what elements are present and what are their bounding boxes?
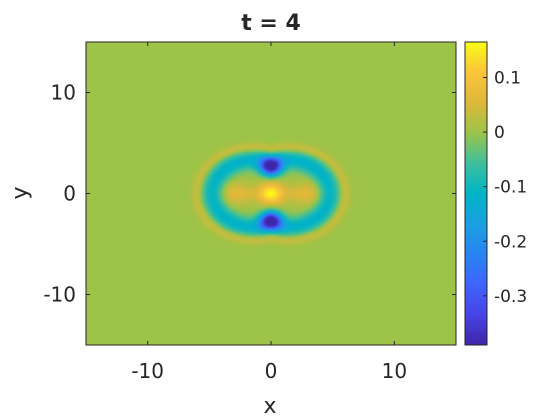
chart-title: t = 4	[241, 11, 301, 36]
colorbar-tick-label: 0.1	[494, 68, 521, 88]
colorbar-tick-label: -0.1	[494, 178, 527, 198]
x-axis: -10 0 10	[131, 42, 407, 383]
y-axis-label: y	[8, 186, 33, 199]
colorbar-tick-label: -0.3	[494, 287, 527, 307]
colorbar-tick-label: 0	[494, 123, 505, 143]
y-tick-label: 0	[63, 182, 76, 206]
colorbar	[464, 41, 488, 346]
y-tick-label: -10	[43, 283, 76, 307]
x-tick-label: -10	[131, 359, 164, 383]
y-axis: 10 0 -10	[43, 81, 456, 307]
plot-area	[86, 42, 456, 345]
y-tick-label: 10	[51, 81, 76, 105]
colorbar-axis: 0.1 0 -0.1 -0.2 -0.3	[483, 68, 527, 307]
x-tick-label: 0	[265, 359, 278, 383]
colorbar-tick-label: -0.2	[494, 232, 527, 252]
x-tick-label: 10	[382, 359, 407, 383]
heatmap-image	[86, 42, 456, 345]
x-axis-label: x	[263, 394, 276, 419]
